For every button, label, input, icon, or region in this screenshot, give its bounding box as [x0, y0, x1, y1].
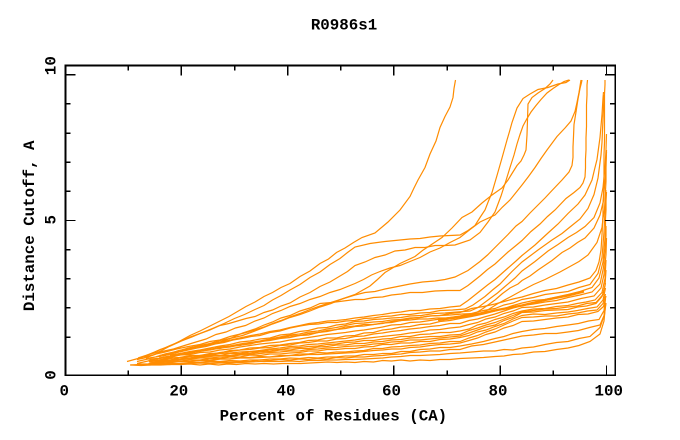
svg-text:10: 10 [42, 56, 60, 75]
svg-text:0: 0 [60, 383, 69, 401]
svg-text:100: 100 [595, 383, 623, 401]
svg-text:80: 80 [489, 383, 508, 401]
svg-text:20: 20 [169, 383, 188, 401]
svg-text:R0986s1: R0986s1 [311, 17, 377, 35]
svg-text:60: 60 [382, 383, 401, 401]
svg-text:0: 0 [42, 370, 60, 379]
svg-text:5: 5 [42, 215, 60, 224]
svg-text:Percent of Residues (CA): Percent of Residues (CA) [220, 408, 448, 426]
svg-text:40: 40 [277, 383, 296, 401]
svg-text:Distance Cutoff, A: Distance Cutoff, A [21, 140, 39, 311]
